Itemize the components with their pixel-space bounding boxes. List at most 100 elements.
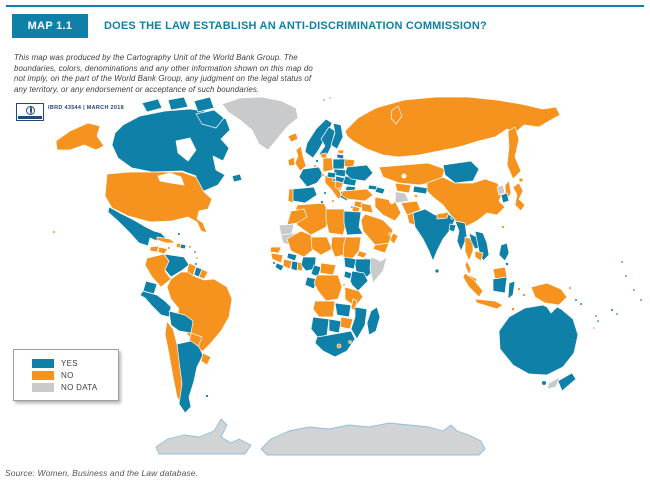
region-french-guiana [198,268,209,280]
legend-swatch-yes [32,358,54,368]
region-kalimantan [492,276,508,294]
region-newfoundland [231,173,243,183]
region-vanuatu [594,314,598,318]
world-bank-logo [16,103,44,121]
region-yemen [372,242,390,254]
region-russia [344,96,561,158]
region-solomon-islands [574,298,578,302]
region-mexico [107,206,167,247]
region-tunisia [320,200,324,204]
region-svalbard [322,98,326,102]
region-vietnam [474,230,490,262]
region-angola [312,300,336,318]
region-lesotho [336,343,342,349]
region-bismarck [568,286,572,290]
region-tajikistan [414,194,418,198]
region-antilles [193,250,197,254]
region-ukraine [344,164,374,182]
legend-label-no: NO [61,370,74,380]
region-japan [512,182,526,212]
region-belgium [313,164,317,168]
region-java [474,298,504,310]
region-georgia [367,184,378,191]
region-svalbard [328,96,332,100]
source-prefix: Source: [5,468,38,478]
region-baffin-island [195,109,225,129]
legend-row-nodata: NO DATA [32,381,112,393]
region-estonia [337,149,345,155]
region-fiji [610,308,614,312]
region-venezuela [163,253,190,278]
ibrd-imprint: IBRD 43544 | MARCH 2018 [48,105,124,111]
region-mozambique [350,306,368,340]
region-morocco [286,208,308,226]
region-austria [326,171,337,179]
region-guatemala [149,245,160,253]
region-gabon-congo [304,276,318,290]
region-nigeria [300,256,317,272]
region-bahamas [177,232,181,236]
region-maluku [517,287,521,291]
region-botswana [328,318,342,334]
lake-great-lakes [157,172,185,186]
page-title: DOES THE LAW ESTABLISH AN ANTI-DISCRIMIN… [104,20,487,32]
region-swaziland [348,340,352,344]
region-antarctica [260,422,486,456]
region-zambia [334,302,352,318]
logo-bar [18,115,42,119]
region-south-africa [314,330,356,358]
region-finland [330,122,344,150]
region-alaska [55,122,105,151]
region-peru [139,290,172,318]
region-thailand-peninsula [464,260,472,276]
region-cambodia [474,250,484,262]
region-new-caledonia [592,326,596,330]
region-zimbabwe [339,316,354,330]
region-madagascar [366,306,381,336]
region-south-korea [500,192,510,204]
region-taiwan [501,225,505,229]
region-sardinia [323,191,327,195]
region-sumatra [462,272,484,298]
region-australia [498,304,579,376]
region-hawaii [52,230,56,234]
region-arctic-islands [141,98,163,113]
region-jamaica [167,246,171,250]
region-new-zealand-south [557,372,577,392]
region-france [298,166,324,188]
region-ghana [290,260,299,272]
region-egypt [343,210,364,236]
region-pacific-island [639,298,643,302]
region-cuba [156,236,176,244]
region-honduras [157,246,169,255]
region-burkina-faso [286,252,298,262]
region-saudi-arabia [360,213,394,246]
legend-label-yes: YES [61,358,78,368]
region-china [426,176,506,228]
region-kenya [349,270,369,292]
map-legend: YES NO NO DATA [13,349,119,401]
region-central-african-republic [319,262,337,276]
map-number-badge: MAP 1.1 [12,14,88,38]
region-tanzania [344,286,364,308]
legend-row-yes: YES [32,357,112,369]
region-india [412,208,456,262]
region-uruguay [200,352,212,366]
source-note: Source: Women, Business and the Law data… [5,468,198,478]
region-croatia [332,178,336,182]
lake-baikal [464,154,468,162]
region-portugal [287,188,294,204]
region-niger [310,236,333,256]
region-north-korea [496,184,506,196]
region-oman [389,232,399,245]
region-uae [388,232,392,236]
lake-caspian-sea [388,187,396,205]
source-title: Women, Business and the Law [37,468,158,478]
region-novaya-zemlya [390,105,403,125]
region-germany [322,157,334,173]
region-dominican-republic [179,243,187,250]
region-switzerland [321,173,325,177]
source-suffix: database. [157,468,199,478]
lake-aral [401,173,407,179]
